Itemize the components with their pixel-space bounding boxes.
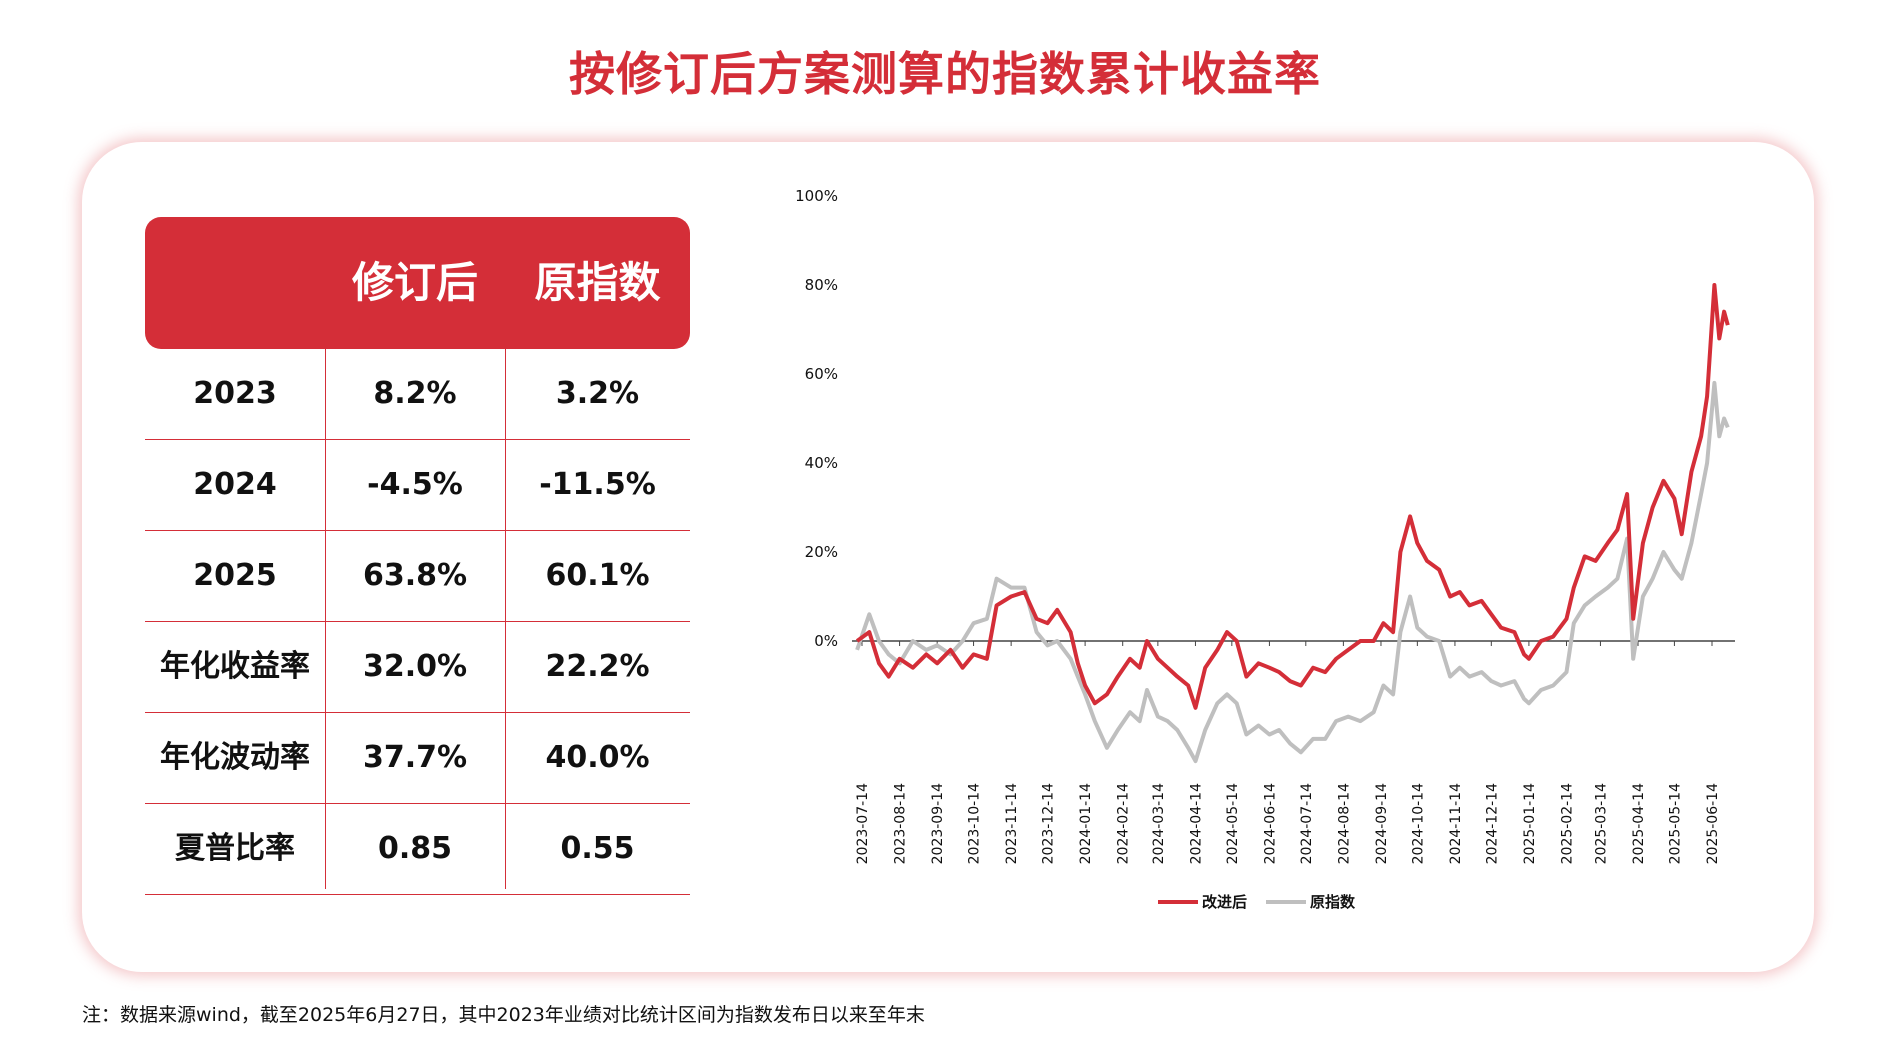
y-tick-label: 0%	[814, 632, 838, 650]
x-tick-label: 2024-09-14	[1374, 783, 1390, 864]
table-row: 夏普比率 0.85 0.55	[145, 804, 690, 895]
series-line-revised	[855, 283, 1730, 710]
x-tick-label: 2024-12-14	[1484, 783, 1500, 864]
table-row: 年化收益率 32.0% 22.2%	[145, 622, 690, 713]
column-divider	[325, 349, 326, 889]
row-label: 年化波动率	[160, 740, 310, 775]
footnote: 注：数据来源wind，截至2025年6月27日，其中2023年业绩对比统计区间为…	[82, 1004, 925, 1026]
original-value: -11.5%	[539, 467, 656, 502]
x-tick-label: 2023-09-14	[930, 783, 946, 864]
revised-value: 8.2%	[373, 376, 457, 411]
x-tick-label: 2025-01-14	[1522, 783, 1538, 864]
row-label: 年化收益率	[160, 649, 310, 684]
x-tick-label: 2024-11-14	[1448, 783, 1464, 864]
revised-value: 0.85	[377, 831, 453, 866]
x-tick-label: 2023-08-14	[893, 783, 909, 864]
original-value: 40.0%	[545, 740, 650, 775]
y-tick-label: 60%	[805, 365, 838, 383]
x-tick-label: 2025-05-14	[1667, 783, 1683, 864]
original-value: 3.2%	[555, 376, 640, 411]
legend-label-original: 原指数	[1310, 893, 1356, 911]
y-tick-label: 20%	[805, 543, 838, 561]
column-divider	[505, 349, 506, 889]
legend-label-revised: 改进后	[1202, 893, 1247, 911]
x-tick-label: 2023-12-14	[1041, 783, 1057, 864]
table-body: 2023 8.2% 3.2% 2024 -4.5% -11.5% 2025 63.8% 60.1…	[145, 349, 690, 895]
y-tick-label: 80%	[805, 276, 838, 294]
x-tick-label: 2024-05-14	[1225, 783, 1241, 864]
page-title: 按修订后方案测算的指数累计收益率	[569, 47, 1321, 101]
x-tick-label: 2025-04-14	[1631, 783, 1647, 864]
y-tick-label: 100%	[795, 187, 838, 205]
y-tick-label: 40%	[805, 454, 838, 472]
x-tick-label: 2024-10-14	[1410, 783, 1426, 864]
cumulative-return-chart: 100% 80% 60% 40% 20% 0% 2023-07-14 2023-08-14 20…	[795, 187, 1735, 911]
header-original: 原指数	[534, 258, 661, 307]
x-tick-label: 2024-03-14	[1151, 783, 1167, 864]
row-label: 2024	[193, 467, 277, 502]
original-value: 60.1%	[545, 558, 650, 593]
revised-value: 63.8%	[362, 558, 468, 593]
row-label: 2025	[193, 558, 277, 593]
x-tick-label: 2024-08-14	[1336, 783, 1352, 864]
header-empty	[145, 217, 325, 349]
x-tick-label: 2024-06-14	[1262, 783, 1278, 864]
x-tick-label: 2025-03-14	[1593, 783, 1609, 864]
x-tick-label: 2025-02-14	[1559, 783, 1575, 864]
x-tick-label: 2024-07-14	[1299, 783, 1315, 864]
table-row: 2023 8.2% 3.2%	[145, 349, 690, 440]
revised-value: 37.7%	[362, 740, 468, 775]
revised-value: -4.5%	[367, 467, 463, 502]
x-tick-label: 2023-11-14	[1004, 783, 1020, 864]
table-row: 年化波动率 37.7% 40.0%	[145, 713, 690, 804]
table-row: 2024 -4.5% -11.5%	[145, 440, 690, 531]
revised-value: 32.0%	[362, 649, 468, 684]
x-tick-label: 2024-01-14	[1078, 783, 1094, 864]
row-label: 夏普比率	[175, 831, 295, 866]
performance-table: 修订后 原指数 2023 8.2% 3.2% 2024 -4.5% -11.5% 2025 6…	[145, 217, 690, 895]
series-line-original	[855, 380, 1730, 764]
header-revised: 修订后	[351, 258, 478, 307]
row-label: 2023	[193, 376, 277, 411]
x-tick-label: 2023-10-14	[967, 783, 983, 864]
x-tick-label: 2023-07-14	[855, 783, 871, 864]
x-tick-label: 2024-02-14	[1116, 783, 1132, 864]
table-row: 2025 63.8% 60.1%	[145, 531, 690, 622]
table-header: 修订后 原指数	[145, 217, 690, 349]
x-tick-label: 2025-06-14	[1705, 783, 1721, 864]
x-tick-label: 2024-04-14	[1188, 783, 1204, 864]
original-value: 0.55	[560, 831, 635, 866]
original-value: 22.2%	[545, 649, 650, 684]
